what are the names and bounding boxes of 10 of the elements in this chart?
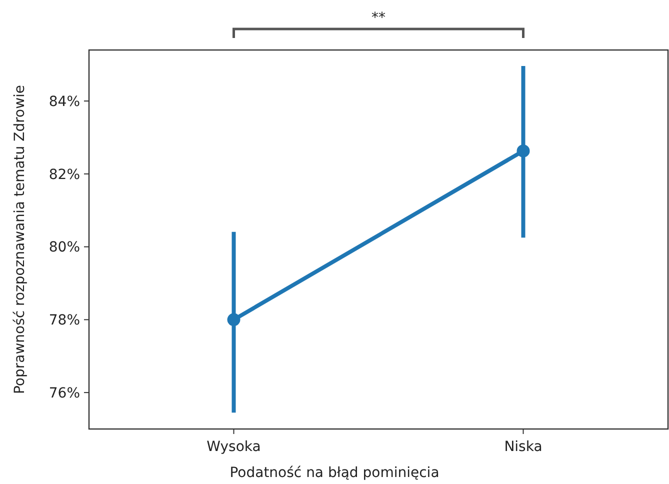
y-tick-label: 82%	[48, 166, 80, 183]
x-tick-label: Wysoka	[206, 439, 261, 455]
y-axis-title: Poprawność rozpoznawania tematu Zdrowie	[12, 84, 28, 394]
text: **	[372, 10, 386, 26]
y-tick-label: 76%	[48, 385, 80, 402]
y-tick-label: 84%	[48, 94, 80, 110]
x-axis-title: Podatność na błąd pominięcia	[230, 465, 440, 481]
y-tick-label: 78%	[48, 312, 80, 329]
x-tick-label: Niska	[504, 439, 542, 455]
y-tick-label: 80%	[48, 240, 80, 256]
